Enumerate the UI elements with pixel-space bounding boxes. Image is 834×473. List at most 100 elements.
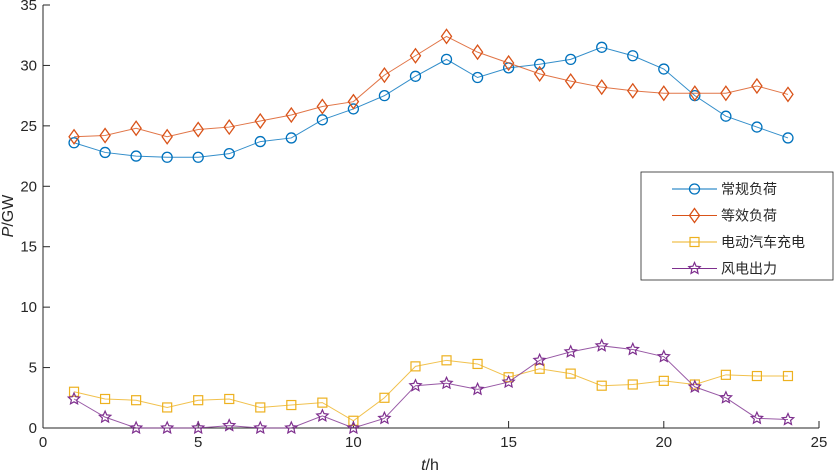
legend-label: 风电出力 [721, 262, 777, 278]
y-tick-label: 30 [20, 57, 37, 74]
data-point [782, 370, 794, 382]
data-point [782, 132, 794, 144]
data-point [658, 63, 670, 75]
x-axis-label-unit: /h [426, 457, 439, 473]
data-point [97, 409, 113, 424]
series-3 [68, 355, 794, 426]
data-point [224, 393, 235, 405]
data-point [563, 344, 578, 358]
data-point [254, 135, 266, 148]
legend-marker [688, 183, 701, 195]
y-axis-label-unit: /GW [0, 194, 17, 227]
x-tick-label: 10 [345, 434, 362, 451]
data-point [751, 121, 763, 133]
data-point [161, 128, 173, 145]
data-point [689, 85, 701, 102]
x-axis-label-var: t [421, 457, 426, 473]
data-point [439, 375, 454, 390]
y-tick-label: 10 [20, 299, 37, 316]
data-point [162, 402, 173, 413]
data-point [99, 146, 111, 159]
data-point [565, 53, 577, 66]
data-point [625, 341, 640, 356]
data-point [596, 41, 608, 53]
y-tick-label: 35 [20, 0, 37, 14]
data-point [596, 380, 607, 391]
data-point [627, 50, 639, 62]
legend-box [640, 171, 834, 281]
y-axis-label: P/GW [0, 194, 17, 238]
x-tick-label: 5 [194, 434, 202, 451]
y-axis-label-var: P [0, 226, 17, 237]
data-point [223, 118, 236, 136]
y-tick-label: 0 [29, 420, 37, 437]
data-point [286, 399, 297, 411]
data-point [348, 415, 359, 426]
series-4 [66, 338, 796, 435]
legend-item: 电动汽车充电 [672, 234, 805, 251]
data-point [223, 148, 235, 160]
data-point [192, 151, 204, 163]
y-tick-label: 20 [20, 178, 37, 195]
data-point [191, 420, 206, 435]
data-point [502, 54, 515, 72]
data-point [472, 358, 483, 370]
data-point [751, 77, 763, 95]
data-point [316, 98, 329, 115]
data-point [471, 44, 484, 61]
data-point [255, 402, 266, 413]
data-point [193, 395, 204, 406]
data-point [66, 391, 82, 406]
data-point [409, 70, 422, 82]
data-point [720, 110, 732, 122]
legend-marker [689, 236, 700, 248]
data-point [160, 420, 175, 435]
data-point [658, 375, 669, 386]
data-point [565, 368, 576, 379]
data-point [409, 47, 422, 64]
data-point [410, 361, 421, 372]
data-point [687, 379, 702, 394]
data-point [130, 150, 142, 162]
data-point [130, 120, 142, 137]
data-point [131, 395, 142, 406]
data-point [285, 106, 298, 124]
data-point [315, 408, 330, 423]
series-line [73, 46, 789, 158]
series-line [73, 345, 788, 429]
data-point [408, 378, 423, 392]
data-point [68, 128, 80, 145]
data-point [128, 420, 144, 435]
data-point [378, 66, 391, 84]
series-group [66, 28, 796, 435]
data-point [346, 420, 361, 435]
data-point [99, 127, 111, 144]
data-point [347, 103, 360, 115]
data-point [782, 86, 794, 103]
data-point [254, 112, 267, 130]
series-line [73, 359, 788, 422]
data-point [68, 137, 80, 149]
legend-item: 常规负荷 [672, 182, 777, 198]
data-point [656, 349, 671, 363]
data-point [749, 410, 765, 425]
data-point [627, 379, 638, 390]
legend-marker [688, 207, 701, 224]
axes: 0 5 10 15 20 25 0 5 10 15 20 25 30 35 [20, 0, 827, 451]
y-tick-label: 25 [20, 118, 37, 135]
x-tick-label: 25 [811, 434, 828, 451]
data-point [347, 93, 360, 110]
data-point [161, 151, 173, 163]
data-point [751, 370, 763, 382]
data-point [471, 71, 484, 84]
legend-label: 常规负荷 [721, 182, 777, 198]
data-point [564, 73, 577, 90]
series-1 [68, 41, 794, 163]
data-point [317, 397, 328, 408]
legend-item: 等效负荷 [672, 207, 777, 225]
data-point [780, 411, 796, 426]
data-point [720, 369, 731, 380]
data-point [440, 53, 453, 66]
legend-marker [687, 260, 702, 275]
